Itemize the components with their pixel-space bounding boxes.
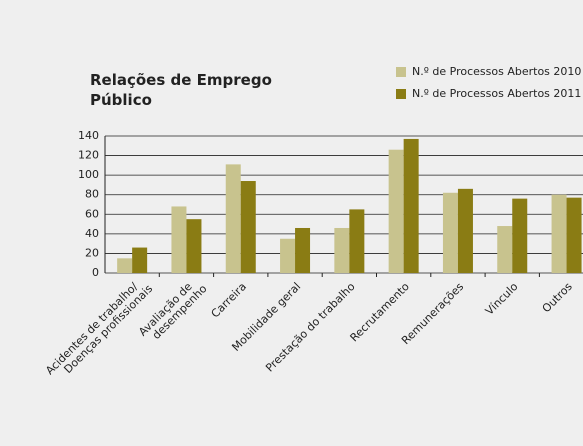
bar bbox=[295, 227, 311, 273]
bar bbox=[497, 226, 513, 273]
bar bbox=[442, 192, 458, 273]
bar bbox=[457, 188, 473, 273]
bar bbox=[349, 209, 365, 273]
bar bbox=[566, 197, 582, 273]
bar bbox=[117, 258, 133, 273]
bar bbox=[551, 194, 567, 273]
legend-swatch bbox=[396, 67, 406, 77]
legend-label: N.º de Processos Abertos 2010 bbox=[412, 65, 581, 78]
bar bbox=[334, 227, 350, 273]
y-tick-label: 40 bbox=[85, 227, 99, 240]
y-tick-label: 20 bbox=[85, 246, 99, 259]
bar bbox=[132, 247, 148, 273]
bar bbox=[403, 138, 419, 273]
bar bbox=[186, 219, 202, 273]
bar bbox=[225, 164, 241, 273]
y-tick-label: 100 bbox=[78, 168, 99, 181]
y-tick-label: 0 bbox=[92, 266, 99, 279]
bar bbox=[171, 206, 187, 273]
bar bbox=[512, 198, 528, 273]
bar bbox=[240, 181, 256, 273]
y-tick-label: 120 bbox=[78, 149, 99, 162]
legend-label: N.º de Processos Abertos 2011 bbox=[412, 87, 581, 100]
legend-swatch bbox=[396, 89, 406, 99]
y-tick-label: 140 bbox=[78, 129, 99, 142]
bar bbox=[280, 238, 296, 273]
y-tick-label: 80 bbox=[85, 188, 99, 201]
y-tick-label: 60 bbox=[85, 207, 99, 220]
bar bbox=[388, 149, 404, 273]
chart-title: Relações de Emprego Público bbox=[90, 71, 272, 109]
